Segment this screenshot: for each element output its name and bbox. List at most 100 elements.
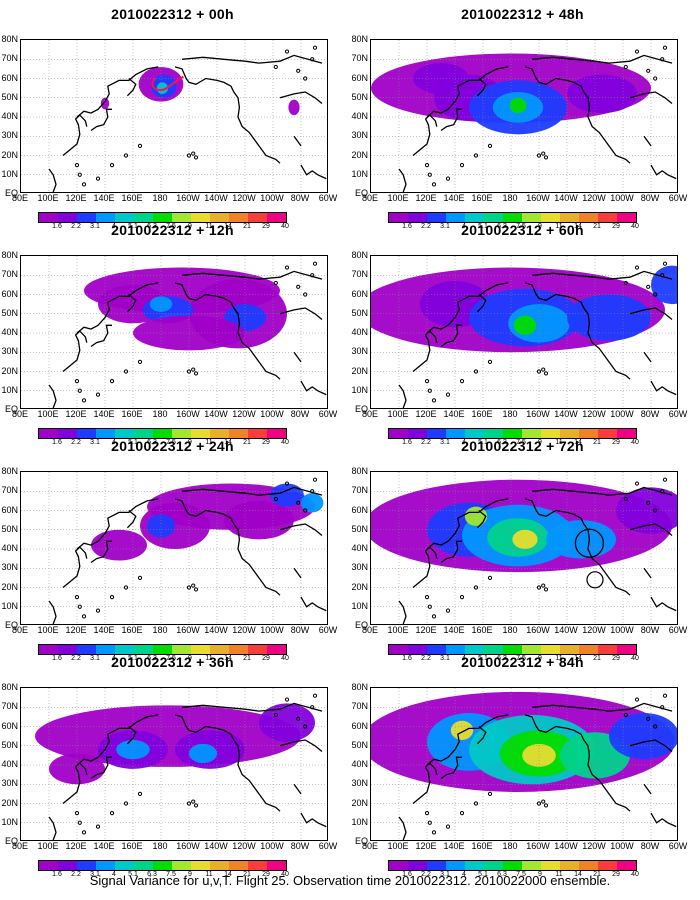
colorbar-swatch	[522, 213, 541, 222]
colorbar-swatch	[172, 213, 191, 222]
colorbar-swatch	[408, 429, 427, 438]
variance-map	[21, 256, 327, 408]
colorbar-swatch	[579, 861, 598, 870]
colorbar-tick-label: 6.3	[497, 439, 507, 446]
latitude-label: 80N	[351, 682, 368, 692]
coastline	[643, 351, 652, 363]
colorbar-swatch	[134, 213, 153, 222]
coastline	[426, 66, 509, 118]
coastline	[126, 293, 137, 313]
colorbar-swatch	[210, 429, 229, 438]
colorbar-swatch	[427, 861, 446, 870]
colorbar-tick-label: 9	[538, 439, 542, 446]
colorbar-tick-label: 7.5	[166, 871, 176, 878]
colorbar-swatch	[503, 213, 522, 222]
longitude-label: 120W	[582, 625, 606, 635]
latitude-label: 40N	[1, 111, 18, 121]
colorbar-swatch	[465, 861, 484, 870]
colorbar-tick-label: 4	[112, 439, 116, 446]
latitude-label: EQ	[354, 836, 368, 846]
longitude-label: 100W	[610, 193, 634, 203]
colorbar-tick-label: 3.1	[440, 655, 450, 662]
longitude-label: 120E	[65, 409, 87, 419]
colorbar-swatch	[153, 861, 172, 870]
colorbar-swatch	[389, 861, 408, 870]
colorbar-tick-label: 29	[612, 223, 620, 230]
longitude-label: 180	[502, 193, 518, 203]
colorbar-swatch	[77, 645, 96, 654]
coastline	[90, 108, 112, 132]
longitude-label: 120E	[65, 841, 87, 851]
colorbar-tick-label: 6.3	[497, 655, 507, 662]
panel-title: 2010022312 + 24h	[111, 438, 234, 454]
variance-region	[116, 739, 150, 760]
longitude-label: 100E	[37, 625, 59, 635]
coastline	[76, 714, 159, 766]
colorbar-swatch	[465, 645, 484, 654]
variance-region	[189, 743, 217, 764]
latitude-label: 50N	[351, 739, 368, 750]
forecast-panel: 2010022312 + 84h 80N 70N 60N 50N 40N 30N 20N 10N…	[350, 654, 695, 879]
longitude-label: 160E	[121, 625, 143, 635]
latitude-label: 60N	[351, 504, 368, 515]
coastline	[426, 714, 509, 766]
colorbar-swatch	[484, 645, 503, 654]
variance-region	[513, 315, 537, 335]
variance-region	[224, 500, 294, 540]
latitude-label: 20N	[1, 581, 18, 592]
map-frame	[370, 687, 678, 841]
colorbar-swatch	[58, 861, 77, 870]
map-frame	[20, 471, 328, 625]
longitude-label: 60W	[318, 625, 338, 635]
latitude-label: 10N	[351, 816, 368, 827]
colorbar-tick-label: 9	[188, 223, 192, 230]
coastline	[181, 486, 323, 496]
latitude-label: 30N	[351, 562, 368, 573]
colorbar-swatch	[427, 429, 446, 438]
longitude-label: 140W	[204, 193, 228, 203]
longitude-label: 100E	[37, 193, 59, 203]
longitude-label: 160W	[176, 193, 200, 203]
colorbar	[38, 428, 287, 439]
colorbar-swatch	[267, 645, 286, 654]
coastline	[629, 739, 673, 753]
colorbar-tick-label: 1.6	[52, 223, 62, 230]
coastline	[531, 702, 673, 712]
longitude-label: 80E	[11, 193, 28, 203]
colorbar-swatch	[191, 645, 210, 654]
colorbar-tick-label: 29	[262, 655, 270, 662]
coastline	[531, 54, 673, 64]
coastline	[300, 596, 327, 612]
longitude-label: 140E	[443, 409, 465, 419]
longitude-label: 160W	[526, 841, 550, 851]
colorbar-tick-label: 14	[224, 223, 232, 230]
latitude-label: 80N	[351, 34, 368, 44]
colorbar-swatch	[427, 645, 446, 654]
coastline	[293, 567, 302, 579]
colorbar-tick-label: 11	[555, 871, 563, 878]
coastline	[643, 567, 652, 579]
colorbar-tick-label: 29	[262, 439, 270, 446]
colorbar-tick-label: 2.2	[71, 655, 81, 662]
longitude-label: 80W	[290, 625, 310, 635]
colorbar-swatch	[579, 213, 598, 222]
colorbar-tick-label: 3.1	[440, 871, 450, 878]
coastline	[48, 600, 57, 624]
colorbar-tick-label: 29	[612, 439, 620, 446]
colorbar-tick-label: 21	[593, 655, 601, 662]
coastline	[426, 282, 509, 334]
longitude-label: 120W	[232, 625, 256, 635]
latitude-label: 60N	[1, 504, 18, 515]
longitude-label: 100W	[260, 193, 284, 203]
colorbar-tick-label: 1.6	[52, 439, 62, 446]
colorbar	[38, 860, 287, 871]
latitude-label: 10N	[1, 384, 18, 395]
latitude-label: EQ	[354, 620, 368, 630]
coastline	[279, 91, 323, 105]
colorbar-swatch	[465, 213, 484, 222]
longitude-label: 100E	[37, 409, 59, 419]
panel-title: 2010022312 + 00h	[111, 6, 234, 22]
longitude-label: 100E	[387, 409, 409, 419]
colorbar-tick-label: 1.6	[402, 655, 412, 662]
